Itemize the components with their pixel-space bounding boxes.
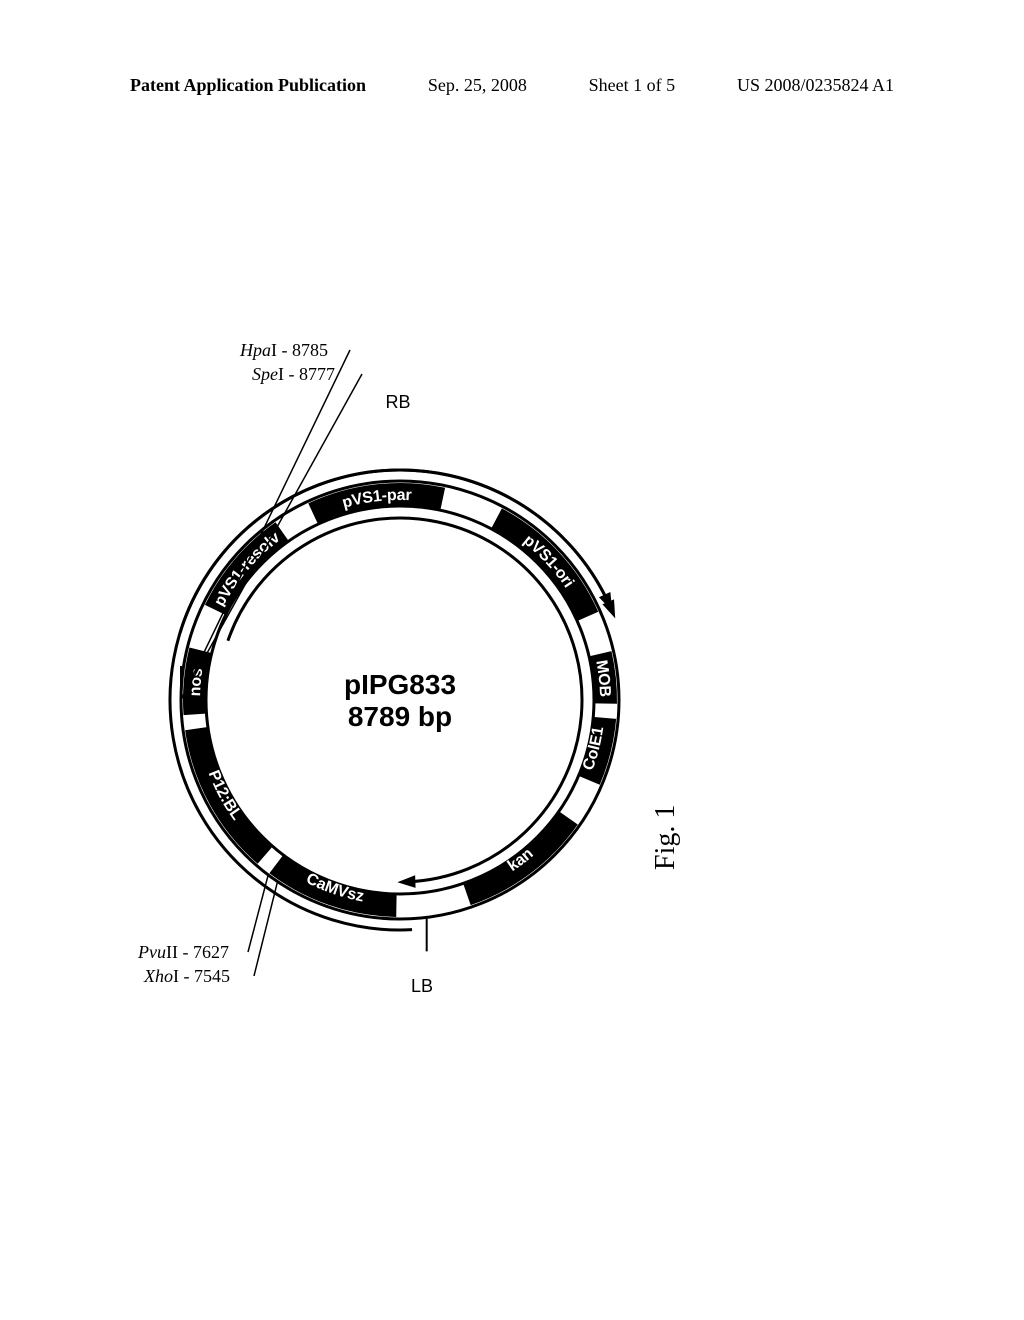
- restriction-site-leader: [254, 882, 278, 976]
- restriction-site-hpa-label: HpaI - 8785: [239, 340, 328, 360]
- header-pub-type: Patent Application Publication: [130, 75, 366, 96]
- figure-caption: Fig. 1: [650, 805, 682, 870]
- lb-label: LB: [411, 976, 433, 996]
- arrowhead-icon: [397, 875, 415, 888]
- header-date: Sep. 25, 2008: [428, 75, 527, 96]
- restriction-site-leader: [181, 374, 362, 700]
- restriction-site-leader: [248, 875, 268, 952]
- rb-label: RB: [385, 392, 410, 412]
- restriction-site-leader: [181, 350, 350, 700]
- plasmid-inner-circle: [206, 506, 594, 894]
- plasmid-figure: nosP12:BLCaMVszkanColE1MOBpVS1-oripVS1-p…: [120, 240, 680, 960]
- restriction-site-spe-label: SpeI - 8777: [252, 364, 335, 384]
- plasmid-name-label: pIPG833: [344, 669, 456, 700]
- header-sheet: Sheet 1 of 5: [589, 75, 675, 96]
- header-pub-number: US 2008/0235824 A1: [737, 75, 894, 96]
- restriction-site-pvu-label: PvuII - 7627: [137, 942, 229, 962]
- restriction-site-xho-label: XhoI - 7545: [143, 966, 230, 986]
- plasmid-size-label: 8789 bp: [348, 701, 452, 732]
